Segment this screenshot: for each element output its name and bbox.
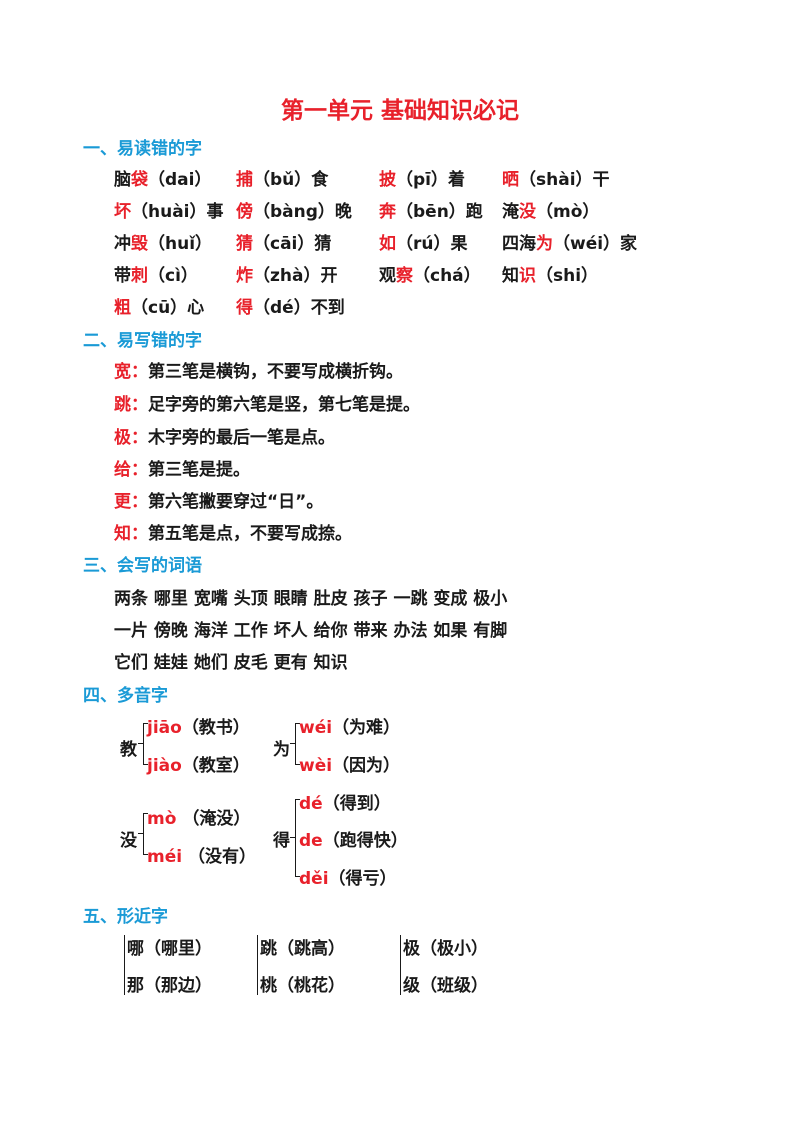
writing-error-item: 知：第五笔是点，不要写成捺。 xyxy=(114,524,352,544)
word: 给你 xyxy=(313,621,348,641)
word: 知识 xyxy=(313,653,348,673)
writing-error-item: 跳：足字旁的第六笔是竖，第七笔是提。 xyxy=(114,395,420,415)
word: 宽嘴 xyxy=(193,589,228,609)
brace-icon xyxy=(290,723,300,765)
polyphone-char: 得 xyxy=(273,831,290,851)
brace-icon xyxy=(138,813,148,855)
word: 更有 xyxy=(273,653,308,673)
polyphone-reading: méi （没有） xyxy=(147,847,256,867)
polyphone-reading: wéi（为难） xyxy=(299,718,401,738)
word: 头顶 xyxy=(233,589,268,609)
reading-item: 捕（bǔ）食 xyxy=(236,170,329,190)
polyphone-char: 教 xyxy=(120,740,137,760)
brace-icon xyxy=(400,935,401,995)
polyphone-reading: jiào（教室） xyxy=(147,756,250,776)
word: 坏人 xyxy=(273,621,308,641)
word: 它们 xyxy=(114,653,148,673)
reading-item: 炸（zhà）开 xyxy=(236,266,338,286)
polyphone-reading: wèi（因为） xyxy=(299,756,401,776)
similar-char: 极（极小） xyxy=(403,939,488,959)
reading-item: 披（pī）着 xyxy=(379,170,465,190)
writing-error-item: 给：第三笔是提。 xyxy=(114,460,250,480)
word: 眼睛 xyxy=(273,589,308,609)
reading-item: 坏（huài）事 xyxy=(114,202,224,222)
section-heading-writing-errors: 二、易写错的字 xyxy=(83,331,202,351)
brace-icon xyxy=(257,935,258,995)
similar-char: 哪（哪里） xyxy=(127,939,212,959)
word: 办法 xyxy=(393,621,428,641)
reading-item: 脑袋（dai） xyxy=(114,170,212,190)
brace-icon xyxy=(290,799,300,877)
word-row: 它们 娃娃 她们 皮毛 更有 知识 xyxy=(114,648,348,673)
writing-error-item: 极：木字旁的最后一笔是点。 xyxy=(114,428,335,448)
word: 孩子 xyxy=(353,589,388,609)
word: 哪里 xyxy=(153,589,188,609)
polyphone-char: 为 xyxy=(273,740,290,760)
word: 带来 xyxy=(353,621,388,641)
polyphone-reading: jiāo（教书） xyxy=(147,718,250,738)
polyphone-reading: de（跑得快） xyxy=(299,831,408,851)
polyphone-reading: děi（得亏） xyxy=(299,869,397,889)
reading-item: 冲毁（huǐ） xyxy=(114,234,213,254)
word: 肚皮 xyxy=(313,589,348,609)
reading-item: 观察（chá） xyxy=(379,266,481,286)
section-heading-similar-chars: 五、形近字 xyxy=(83,907,168,927)
word-row: 一片 傍晚 海洋 工作 坏人 给你 带来 办法 如果 有脚 xyxy=(114,616,507,641)
section-heading-readings: 一、易读错的字 xyxy=(83,139,202,159)
brace-icon xyxy=(138,723,148,765)
word-row: 两条 哪里 宽嘴 头顶 眼睛 肚皮 孩子 一跳 变成 极小 xyxy=(114,584,507,609)
word: 海洋 xyxy=(193,621,228,641)
section-heading-words: 三、会写的词语 xyxy=(83,556,202,576)
similar-char: 桃（桃花） xyxy=(260,976,345,996)
polyphone-reading: dé（得到） xyxy=(299,794,391,814)
reading-item: 如（rú）果 xyxy=(379,234,468,254)
word: 工作 xyxy=(233,621,268,641)
similar-char: 跳（跳高） xyxy=(260,939,345,959)
word: 皮毛 xyxy=(233,653,268,673)
reading-item: 晒（shài）干 xyxy=(502,170,610,190)
polyphone-char: 没 xyxy=(120,831,137,851)
word: 一跳 xyxy=(393,589,428,609)
word: 极小 xyxy=(473,589,508,609)
word: 傍晚 xyxy=(153,621,188,641)
writing-error-item: 更：第六笔撇要穿过“日”。 xyxy=(114,492,324,512)
brace-icon xyxy=(124,935,125,995)
reading-item: 带刺（cì） xyxy=(114,266,198,286)
word: 两条 xyxy=(114,589,148,609)
word: 娃娃 xyxy=(153,653,188,673)
word: 有脚 xyxy=(473,621,508,641)
reading-item: 猜（cāi）猜 xyxy=(236,234,332,254)
reading-item: 粗（cū）心 xyxy=(114,298,205,318)
reading-item: 奔（bēn）跑 xyxy=(379,202,483,222)
section-heading-polyphones: 四、多音字 xyxy=(83,686,168,706)
word: 如果 xyxy=(433,621,468,641)
writing-error-item: 宽：第三笔是横钩，不要写成横折钩。 xyxy=(114,362,403,382)
reading-item: 知识（shi） xyxy=(502,266,599,286)
page-title: 第一单元 基础知识必记 xyxy=(280,98,519,124)
word: 她们 xyxy=(193,653,228,673)
similar-char: 级（班级） xyxy=(403,976,488,996)
polyphone-reading: mò （淹没） xyxy=(147,809,251,829)
similar-char: 那（那边） xyxy=(127,976,212,996)
reading-item: 得（dé）不到 xyxy=(236,298,345,318)
reading-item: 淹没（mò） xyxy=(502,202,600,222)
reading-item: 四海为（wéi）家 xyxy=(502,234,638,254)
reading-item: 傍（bàng）晚 xyxy=(236,202,352,222)
word: 变成 xyxy=(433,589,468,609)
word: 一片 xyxy=(114,621,148,641)
